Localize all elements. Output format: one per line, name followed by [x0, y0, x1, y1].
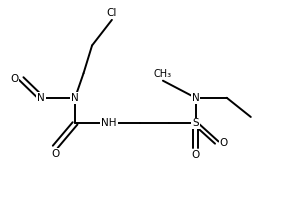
Text: Cl: Cl [107, 8, 117, 18]
Text: N: N [37, 93, 45, 103]
Text: N: N [71, 93, 79, 103]
Text: N: N [192, 93, 199, 103]
Text: NH: NH [101, 118, 117, 128]
Text: O: O [10, 74, 18, 84]
Text: O: O [191, 150, 200, 160]
Text: O: O [220, 138, 228, 148]
Text: O: O [51, 149, 59, 159]
Text: S: S [192, 118, 199, 128]
Text: CH₃: CH₃ [154, 69, 172, 79]
